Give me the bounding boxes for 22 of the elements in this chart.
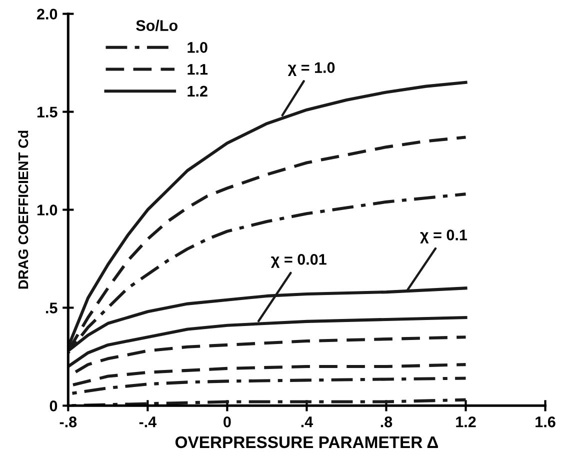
x-tick-label: 1.6 <box>536 416 556 428</box>
y-tick-label: 0 <box>50 400 58 412</box>
legend-title: So/Lo <box>136 20 178 32</box>
y-tick-label: 1.0 <box>37 204 58 216</box>
x-tick-label: -.4 <box>139 416 157 428</box>
x-axis-title: OVERPRESSURE PARAMETER Δ <box>175 436 438 448</box>
annotation: χ = 0.01 <box>271 254 326 268</box>
legend-label: 1.0 <box>188 42 208 53</box>
annotation: χ = 1.0 <box>288 62 335 76</box>
y-axis-title: DRAG COEFFICIENT Cd <box>18 130 28 289</box>
x-tick-label: .8 <box>380 416 392 428</box>
line-series <box>68 80 468 348</box>
y-tick-label: 1.5 <box>37 106 58 118</box>
annotation: χ = 0.1 <box>420 230 468 244</box>
x-tick-label: 0 <box>224 416 231 428</box>
y-tick-label: .5 <box>46 302 58 314</box>
legend-label: 1.1 <box>188 64 208 75</box>
x-tick-label: 1.2 <box>456 416 476 428</box>
legend-label: 1.2 <box>188 86 208 96</box>
x-tick-label: .4 <box>301 416 314 428</box>
y-tick-label: 2.0 <box>37 8 58 20</box>
x-tick-label: -.8 <box>60 416 77 428</box>
